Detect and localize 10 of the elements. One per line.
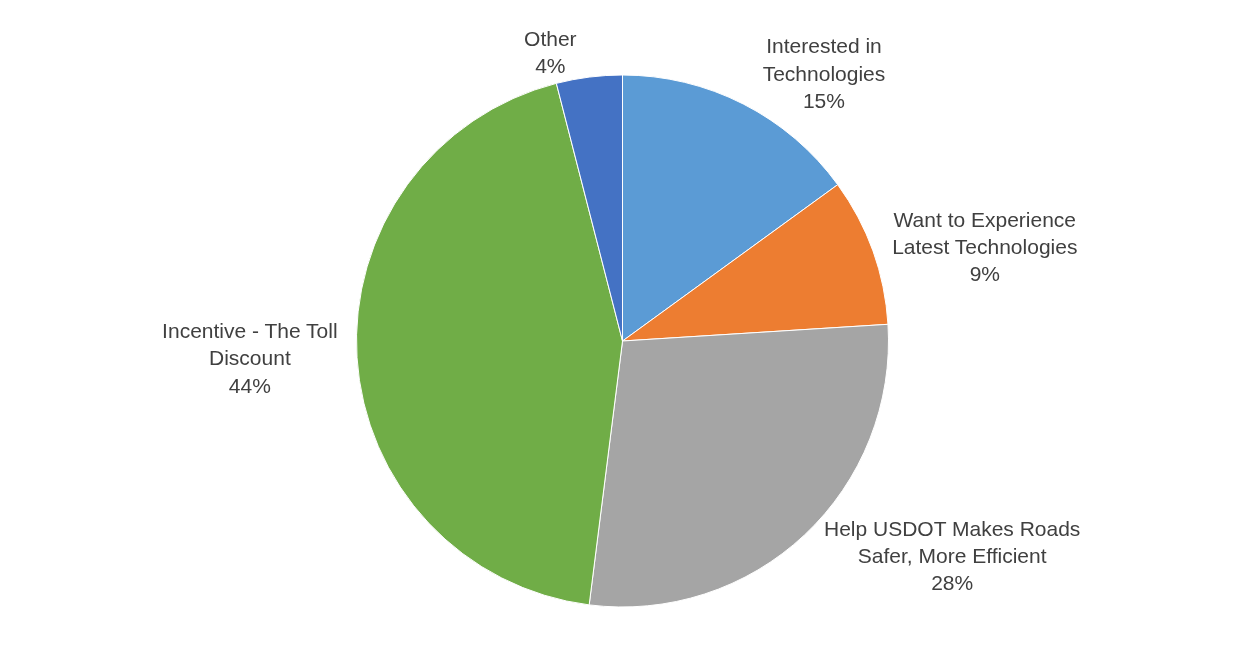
slice-label: Incentive - The Toll Discount [162,319,338,370]
slice-label: Help USDOT Makes Roads Safer, More Efficient [823,516,1081,568]
data-label: 28% [931,571,974,595]
data-label: 44% [228,373,271,397]
slice-label: Want to Experience Latest Technologies [892,207,1078,258]
data-label: 15% [802,88,845,112]
data-label: 4% [535,54,566,78]
slice-label: Other [524,27,577,51]
data-label: 9% [969,262,1000,286]
slice-label: Interested in Technologies [762,34,886,85]
